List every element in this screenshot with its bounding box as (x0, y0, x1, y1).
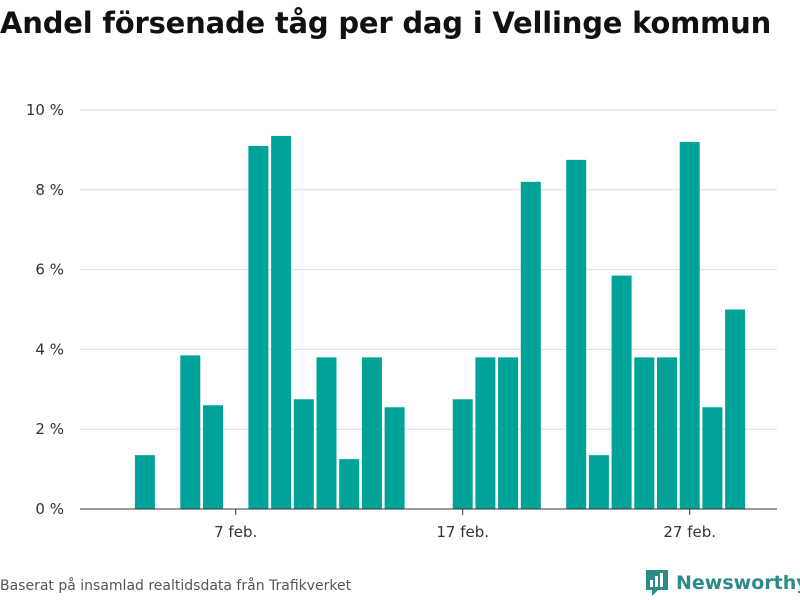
bar (611, 275, 632, 509)
bar (475, 357, 496, 509)
bar (452, 399, 473, 509)
bar (293, 399, 314, 509)
y-tick-label: 6 % (35, 261, 64, 279)
bar (316, 357, 337, 509)
y-tick-label: 4 % (35, 340, 64, 358)
newsworthy-logo-icon (646, 570, 668, 596)
bar (634, 357, 655, 509)
source-note: Baserat på insamlad realtidsdata från Tr… (0, 578, 352, 594)
bar (180, 355, 201, 509)
bar (271, 135, 292, 509)
bar (657, 357, 677, 509)
x-tick-label: 17 feb. (436, 523, 489, 541)
x-tick-label: 27 feb. (663, 523, 716, 541)
newsworthy-logo-text: Newsworthy (676, 572, 800, 594)
bar-chart: 0 % 2 % 4 % 6 % 8 % 10 % 7 feb. 17 feb. 27 feb. (26, 101, 777, 541)
newsworthy-logo[interactable]: Newsworthy (644, 568, 800, 598)
chart-title: Andel försenade tåg per dag i Vellinge k… (0, 6, 772, 40)
y-tick-label: 10 % (26, 101, 64, 119)
bar (566, 159, 587, 509)
bar (248, 145, 269, 509)
bar (588, 455, 609, 509)
bar (702, 407, 723, 509)
bar (498, 357, 519, 509)
bars (134, 135, 746, 510)
y-tick-label: 0 % (35, 500, 64, 518)
y-axis-ticks: 0 % 2 % 4 % 6 % 8 % 10 % (26, 101, 64, 518)
bar (203, 405, 223, 509)
bar (134, 455, 155, 509)
bar (339, 459, 360, 509)
x-tick-label: 7 feb. (214, 523, 257, 541)
x-axis-ticks: 7 feb. 17 feb. 27 feb. (214, 509, 716, 541)
bar (725, 309, 746, 509)
bar (679, 141, 700, 510)
y-tick-label: 8 % (35, 181, 64, 199)
bar (361, 357, 382, 509)
bar (520, 181, 541, 509)
y-tick-label: 2 % (35, 420, 64, 438)
bar (384, 407, 405, 509)
